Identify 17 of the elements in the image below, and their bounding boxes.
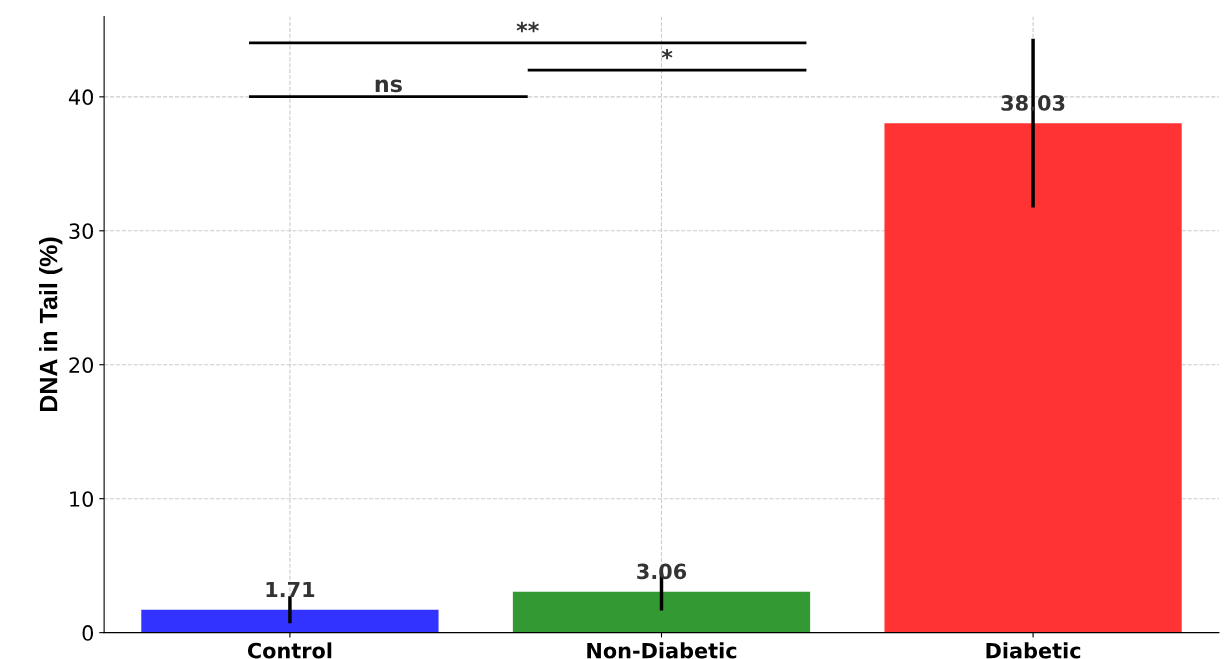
y-tick-label: 20 [69,357,94,373]
annotation: ** [516,21,539,33]
y-tick-label: 10 [70,491,94,507]
annotation: ns [375,79,402,93]
y-tick-label: 0 [82,625,94,641]
x-tick-label: Diabetic [986,642,1081,659]
data-label: 3.06 [637,563,687,580]
bar [512,591,811,633]
x-tick-label: Non-Diabetic [587,642,737,659]
annotation: * [661,48,673,60]
bar [141,609,439,633]
y-tick-label: 40 [68,89,94,106]
y-tick-label: 30 [69,223,94,239]
y-axis-title: DNA in Tail (%) [39,237,63,412]
x-tick-label: Control [247,642,332,659]
data-label: 1.71 [266,581,315,598]
bar [884,123,1182,633]
